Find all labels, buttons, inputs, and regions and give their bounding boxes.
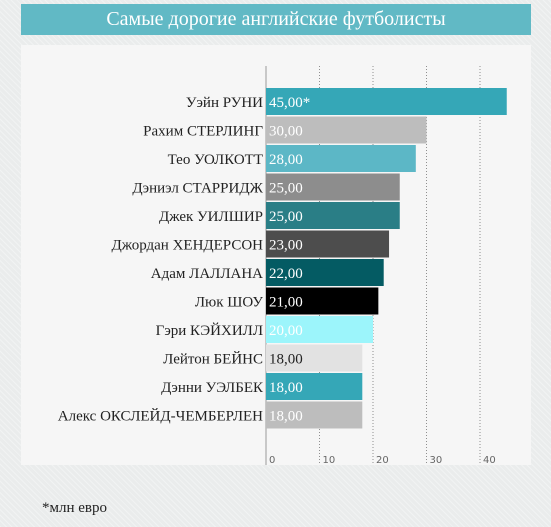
category-label: Алекс ОКСЛЕЙД-ЧЕМБЕРЛЕН	[58, 408, 263, 425]
footnote: *млн евро	[42, 500, 107, 516]
data-label: 23,00	[269, 238, 303, 254]
category-label: Люк ШОУ	[195, 295, 264, 311]
data-label: 21,00	[269, 295, 303, 311]
category-label: Гэри КЭЙХИЛЛ	[156, 322, 263, 339]
category-label: Рахим СТЕРЛИНГ	[143, 124, 263, 140]
category-label: Адам ЛАЛЛАНА	[151, 266, 263, 282]
bar	[266, 287, 379, 315]
x-tick-label: 20	[376, 455, 389, 465]
x-tick-label: 0	[269, 455, 275, 465]
bar	[266, 316, 373, 343]
bar-chart: 0 10 20 30 40 Уэйн РУНИ 45,00* Рахим СТЕРЛИНГ 30…	[58, 66, 507, 465]
data-label: 20,00	[269, 323, 303, 339]
category-label: Джек УИЛШИР	[159, 209, 263, 225]
bar	[266, 173, 400, 201]
x-tick-label: 10	[323, 455, 336, 465]
category-label: Уэйн РУНИ	[186, 95, 263, 111]
chart-title: Самые дорогие английские футболисты	[21, 4, 531, 35]
bar	[266, 259, 384, 286]
x-tick-label: 30	[430, 455, 443, 465]
bar	[266, 202, 400, 229]
data-label: 18,00	[269, 352, 303, 368]
x-tick-label: 40	[483, 455, 496, 465]
category-label: Дэнни УЭЛБЕК	[161, 380, 264, 396]
chart-panel: 0 10 20 30 40 Уэйн РУНИ 45,00* Рахим СТЕРЛИНГ 30…	[21, 45, 531, 465]
bar	[266, 145, 416, 172]
data-label: 30,00	[269, 124, 303, 140]
bar	[266, 344, 363, 372]
category-label: Джордан ХЕНДЕРСОН	[111, 238, 263, 254]
bar	[266, 116, 427, 144]
bar	[266, 401, 363, 429]
data-label: 18,00	[269, 380, 303, 396]
data-label: 18,00	[269, 409, 303, 425]
category-label: Лейтон БЕЙНС	[163, 351, 263, 368]
category-label: Тео УОЛКОТТ	[168, 152, 263, 168]
bar	[266, 230, 390, 258]
data-label: 25,00	[269, 209, 303, 225]
data-label: 28,00	[269, 152, 303, 168]
bar	[266, 88, 507, 115]
data-label: 25,00	[269, 181, 303, 197]
bar	[266, 373, 363, 400]
category-label: Дэниэл СТАРРИДЖ	[132, 181, 263, 197]
data-label: 45,00*	[269, 95, 310, 111]
data-label: 22,00	[269, 266, 303, 282]
